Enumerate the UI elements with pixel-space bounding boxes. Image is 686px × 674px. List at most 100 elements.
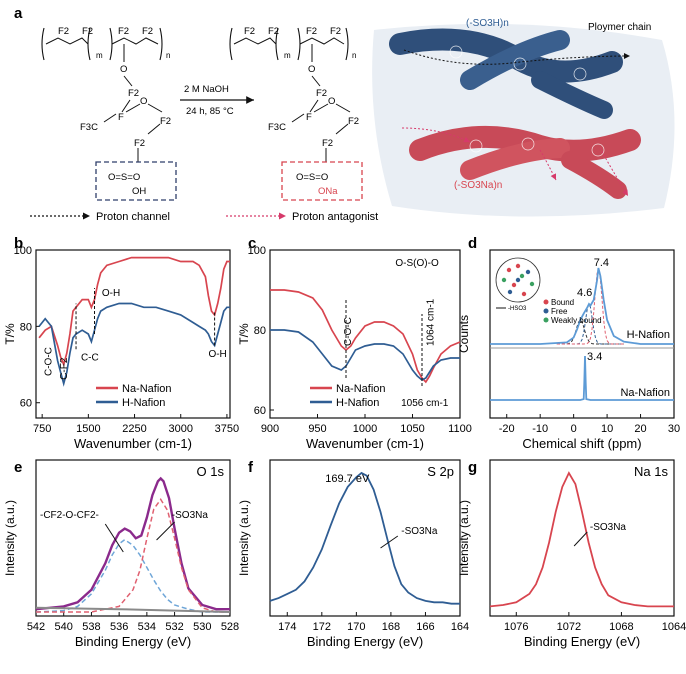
x-tick-label: -10 xyxy=(532,423,548,435)
y-tick-label: 60 xyxy=(254,405,266,417)
so3na-label: (-SO3Na)n xyxy=(454,180,502,191)
legend-entry: Na-Nafion xyxy=(336,383,386,395)
sulfonate-box xyxy=(281,161,363,201)
annotation-o-h: O-H xyxy=(208,349,226,360)
sulfonic-acid-box xyxy=(95,161,177,201)
x-axis-label: Wavenumber (cm-1) xyxy=(74,436,192,451)
core-level-title: S 2p xyxy=(427,464,454,479)
f2-label: F2 xyxy=(322,138,333,149)
inset-water-dot xyxy=(507,289,513,295)
f2-label: F2 xyxy=(58,26,69,37)
f2-label: F2 xyxy=(134,138,145,149)
panel-c-ftir-zoom-chart: c Wavenumber (cm-1) T/% 900 950 1000 1050 1100 6… xyxy=(237,235,472,451)
panel-label-f: f xyxy=(248,459,254,476)
inset-water-dot xyxy=(501,277,507,283)
y-axis-label: Counts xyxy=(457,315,471,353)
conditions-text: 24 h, 85 °C xyxy=(186,106,234,117)
annotation-1056: 1056 cm-1 xyxy=(401,398,449,409)
fit-bound xyxy=(556,268,624,345)
annotation-leader xyxy=(573,531,588,547)
x-tick-label: 3000 xyxy=(168,423,192,435)
f3c-label: F3C xyxy=(268,122,286,133)
panel-label-b: b xyxy=(14,235,23,252)
series-line-fit-cf2 xyxy=(35,538,230,613)
panel-b-ftir-chart: b Wavenumber (cm-1) T/% 750 1500 2250 3000 3750… xyxy=(3,235,239,451)
plot-frame xyxy=(35,249,231,419)
series-line-raw xyxy=(35,476,230,611)
x-tick-label: 170 xyxy=(347,621,365,633)
x-tick-label: 166 xyxy=(416,621,434,633)
inset-water-dot xyxy=(525,269,531,275)
f2-label: F2 xyxy=(316,88,327,99)
annotation-leader xyxy=(104,523,124,553)
panel-a: a F2 F2 F2 F2 m n O F2 F F3C O F2 xyxy=(6,4,680,226)
core-level-title: O 1s xyxy=(197,464,225,479)
series-label-h-nafion: H-Nafion xyxy=(627,329,670,341)
x-tick-label: 20 xyxy=(634,423,646,435)
x-tick-label: 10 xyxy=(601,423,613,435)
oxygen: O xyxy=(120,64,127,75)
plot-frame xyxy=(489,249,675,419)
y-axis-label: T/% xyxy=(237,323,251,345)
f2-label: F2 xyxy=(268,26,279,37)
f2-label: F2 xyxy=(306,26,317,37)
legend-proton-antagonist: Proton antagonist xyxy=(292,211,378,223)
x-axis-label: Binding Energy (eV) xyxy=(75,634,191,649)
plot-frame xyxy=(489,459,675,617)
inset-legend-dot xyxy=(543,317,549,323)
series-line-h-nafion xyxy=(38,302,230,387)
y-tick-label: 80 xyxy=(254,325,266,337)
inset-water-dot xyxy=(529,281,535,287)
x-tick-label: 1500 xyxy=(76,423,100,435)
inset-legend-entry: Weakly bound xyxy=(551,316,602,325)
subscript-m: m xyxy=(284,51,291,60)
y-tick-label: 100 xyxy=(248,245,266,257)
so-group: O=S=O xyxy=(108,172,140,183)
inset-water-dot xyxy=(521,291,527,297)
ona-group: ONa xyxy=(318,186,338,197)
x-tick-label: 528 xyxy=(221,621,239,633)
x-axis-label: Binding Energy (eV) xyxy=(524,634,640,649)
core-level-title: Na 1s xyxy=(634,464,668,479)
subscript-n: n xyxy=(166,51,170,60)
structure-na-form: F2 F2 F2 F2 m n O F2 F F3C O F2 F2 O=S=O… xyxy=(229,26,363,201)
panel-e-o1s-xps-chart: e Binding Energy (eV) Intensity (a.u.) 542 5… xyxy=(3,459,239,649)
y-tick-label: 80 xyxy=(20,321,32,333)
inset-legend-entry: Free xyxy=(551,307,568,316)
annotation-so3na: -SO3Na xyxy=(401,526,438,537)
f-label: F xyxy=(118,112,124,123)
polymer-chain-label: Ploymer chain xyxy=(588,22,651,33)
y-axis-label: T/% xyxy=(3,323,17,345)
series-line-s-2p xyxy=(269,471,460,605)
inset-legend-dot xyxy=(543,299,549,305)
panel-f-s2p-xps-chart: f Binding Energy (eV) Intensity (a.u.) 174 1… xyxy=(237,459,469,649)
legend-entry: H-Nafion xyxy=(122,397,165,409)
y-tick-label: 100 xyxy=(14,245,32,257)
oh-group: OH xyxy=(132,186,146,197)
x-tick-label: 1076 xyxy=(504,621,528,633)
x-tick-label: 750 xyxy=(33,423,51,435)
annotation-c-o-c: C-O-C xyxy=(43,347,54,376)
x-axis-label: Wavenumber (cm-1) xyxy=(306,436,424,451)
annotation-so3na: -SO3Na xyxy=(590,522,627,533)
series-line-na-1s xyxy=(489,471,674,608)
so-group: O=S=O xyxy=(296,172,328,183)
subscript-m: m xyxy=(96,51,103,60)
x-tick-label: 30 xyxy=(668,423,680,435)
x-tick-label: 540 xyxy=(55,621,73,633)
x-tick-label: 542 xyxy=(27,621,45,633)
panel-label-g: g xyxy=(468,459,477,476)
legend-proton-channel: Proton channel xyxy=(96,211,170,223)
x-tick-label: 168 xyxy=(382,621,400,633)
annotation-c-f2: C-F2 xyxy=(59,357,70,380)
inset-legend-dot xyxy=(543,308,549,314)
series-line-background xyxy=(35,606,231,613)
x-tick-label: 164 xyxy=(451,621,469,633)
legend-entry: Na-Nafion xyxy=(122,383,172,395)
inset-water-dot xyxy=(515,277,521,283)
x-tick-label: 900 xyxy=(261,423,279,435)
so3h-label: (-SO3H)n xyxy=(466,18,509,29)
series-line-fit-so3na xyxy=(36,498,230,613)
y-axis-label: Intensity (a.u.) xyxy=(3,500,17,576)
panel-d-nmr-chart: d Chemical shift (ppm) Counts -20 -10 0 10 20 30… xyxy=(457,235,680,451)
